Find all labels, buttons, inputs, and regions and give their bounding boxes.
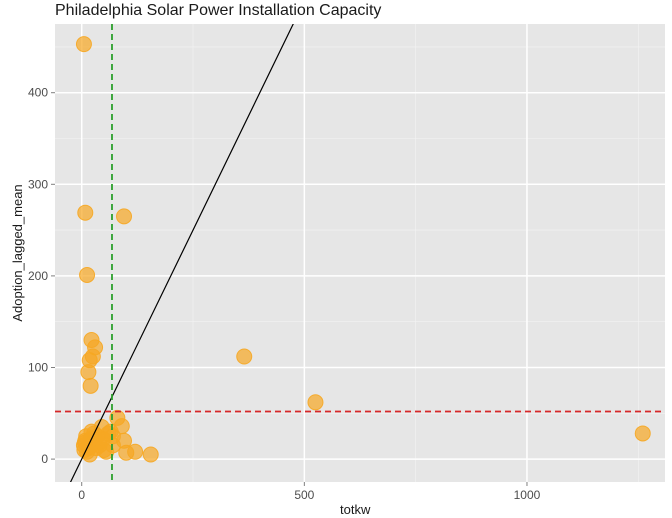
y-tick-label: 200 (28, 269, 48, 283)
x-tick-label: 500 (294, 488, 314, 502)
data-point (76, 37, 91, 52)
data-point (117, 209, 132, 224)
data-point (308, 395, 323, 410)
chart-svg: 0 500 1000 0 100 200 300 400 (0, 0, 672, 518)
y-tick-label: 300 (28, 177, 48, 191)
y-axis-title: Adoption_lagged_mean (10, 173, 25, 333)
data-point (119, 445, 134, 460)
data-point (237, 349, 252, 364)
data-point (84, 333, 99, 348)
y-tick-label: 100 (28, 361, 48, 375)
chart-container: Philadelphia Solar Power Installation Ca… (0, 0, 672, 518)
y-tick-label: 0 (41, 452, 48, 466)
y-tick-label: 400 (28, 86, 48, 100)
data-point (80, 267, 95, 282)
data-point (635, 426, 650, 441)
x-tick-label: 0 (78, 488, 85, 502)
data-point (78, 205, 93, 220)
x-axis-title: totkw (340, 502, 370, 517)
data-point (83, 378, 98, 393)
data-point (143, 447, 158, 462)
x-tick-label: 1000 (514, 488, 541, 502)
data-point (103, 424, 118, 439)
